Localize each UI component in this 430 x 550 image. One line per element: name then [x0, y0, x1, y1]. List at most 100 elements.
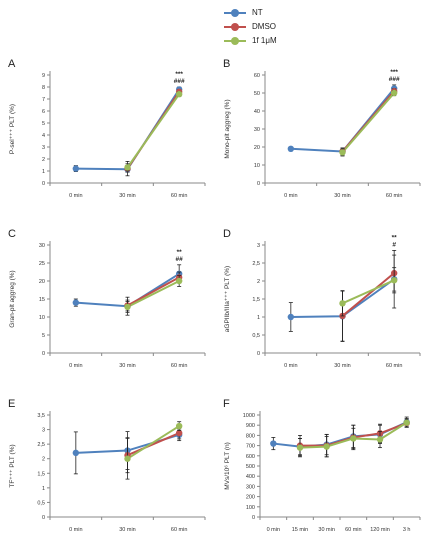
y-tick-label: 2,5	[37, 442, 45, 448]
significance-annotation: #	[392, 241, 396, 248]
series-line	[127, 280, 180, 308]
y-tick-label: 30	[254, 127, 260, 133]
panel-label: F	[223, 398, 230, 410]
x-tick-label: 0 min	[284, 363, 297, 369]
data-point	[175, 277, 183, 285]
y-axis-title: TF⁺⁺⁺ PLT (%)	[9, 444, 16, 487]
series-line	[126, 93, 180, 168]
data-point	[339, 300, 346, 307]
x-tick-label: 60 min	[171, 193, 188, 199]
series-line	[126, 425, 180, 460]
legend-label: DMSO	[252, 22, 276, 31]
chart-panel-a: A 0 1 2 3 4 5 6 7 8 9 0 min 30 min 60 min P-sel⁺⁺⁺ PLT…	[8, 58, 206, 199]
y-tick-label: 800	[246, 433, 255, 439]
significance-annotation: ###	[389, 76, 400, 83]
y-tick-label: 5	[42, 333, 45, 339]
y-tick-label: 8	[42, 85, 45, 91]
series-line	[341, 92, 395, 154]
data-point	[403, 419, 410, 426]
chart-panel-e: E 0 0,5 1 1,5 2 2,5 3 3,5 0 min 30 min 60 min TF⁺⁺⁺ …	[8, 398, 206, 533]
data-point	[175, 422, 183, 430]
chart-legend: NT DMSO 1f 1μM	[224, 6, 314, 48]
y-tick-label: 0	[257, 351, 260, 357]
y-tick-label: 30	[39, 243, 45, 249]
x-tick-label: 15 min	[292, 527, 309, 533]
y-tick-label: 200	[246, 495, 255, 501]
y-tick-label: 0	[42, 181, 45, 187]
data-point	[287, 313, 295, 321]
y-tick-label: 100	[246, 505, 255, 511]
significance-annotation: ##	[176, 256, 184, 263]
y-tick-label: 4	[42, 133, 45, 139]
y-axis-title: aGPIIb/IIIa⁺⁺⁺ PLT (%)	[224, 266, 231, 332]
y-tick-label: 0	[257, 181, 260, 187]
y-tick-label: 400	[246, 474, 255, 480]
legend-swatch-dot	[231, 37, 239, 45]
y-tick-label: 1	[42, 486, 45, 492]
legend-item-nt: NT	[224, 6, 314, 20]
y-tick-label: 3	[42, 428, 45, 434]
y-tick-label: 0	[252, 515, 255, 521]
legend-swatch-dot	[231, 23, 239, 31]
x-tick-label: 60 min	[171, 363, 188, 369]
x-tick-label: 60 min	[386, 193, 403, 199]
series-line	[341, 272, 395, 317]
y-tick-label: 2	[42, 457, 45, 463]
y-tick-label: 15	[39, 297, 45, 303]
y-tick-label: 700	[246, 444, 255, 450]
chart-panel-c: C 0 5 10 15 20 25 30 0 min 30 min 60 min Gran-plt a…	[8, 228, 206, 369]
y-tick-label: 2	[42, 157, 45, 163]
y-tick-label: 5	[42, 121, 45, 127]
x-tick-label: 30 min	[119, 363, 136, 369]
y-tick-label: 1,5	[37, 471, 45, 477]
x-tick-label: 60 min	[171, 527, 188, 533]
x-tick-label: 0 min	[69, 193, 82, 199]
y-tick-label: 0,5	[37, 500, 45, 506]
data-point	[124, 303, 131, 311]
series-line	[127, 432, 180, 457]
panel-label: A	[8, 58, 16, 70]
y-tick-label: 3,5	[37, 413, 45, 419]
series-line	[127, 276, 180, 307]
data-point	[72, 299, 80, 306]
data-point	[72, 449, 80, 457]
legend-item-dmso: DMSO	[224, 20, 314, 34]
y-tick-label: 25	[39, 261, 45, 267]
data-point	[339, 149, 346, 156]
y-tick-label: 3	[257, 243, 260, 249]
y-tick-label: 0	[42, 351, 45, 357]
data-point	[175, 91, 183, 98]
y-tick-label: 1,5	[252, 297, 260, 303]
data-point	[390, 89, 398, 97]
y-tick-label: 2,5	[252, 261, 260, 267]
significance-annotation: **	[392, 234, 398, 241]
significance-annotation: ###	[174, 78, 185, 85]
series-line	[342, 279, 395, 305]
y-tick-label: 300	[246, 484, 255, 490]
y-tick-label: 10	[39, 315, 45, 321]
y-tick-label: 0,5	[252, 333, 260, 339]
x-tick-label: 30 min	[119, 193, 136, 199]
panel-label: B	[223, 58, 230, 70]
y-axis-title: P-sel⁺⁺⁺ PLT (%)	[9, 104, 16, 154]
y-tick-label: 50	[254, 91, 260, 97]
y-axis-title: MVs/10⁶ PLT (n)	[224, 442, 231, 490]
panel-label: E	[8, 398, 15, 410]
x-tick-label: 120 min	[370, 527, 390, 533]
y-tick-label: 60	[254, 73, 260, 79]
y-tick-label: 3	[42, 145, 45, 151]
data-point	[376, 436, 384, 443]
data-point	[323, 443, 330, 450]
significance-annotation: ***	[175, 71, 183, 78]
y-tick-label: 6	[42, 109, 45, 115]
chart-panel-d: D00,511,522,530 min 30 min 60 minaGPIIb/II…	[223, 228, 421, 369]
data-point	[390, 277, 398, 284]
data-point	[124, 455, 131, 462]
y-tick-label: 0	[42, 515, 45, 521]
significance-annotation: ***	[390, 69, 398, 76]
significance-annotation: **	[177, 249, 183, 256]
x-tick-label: 0 min	[69, 527, 82, 533]
y-tick-label: 1000	[243, 413, 255, 419]
data-point	[124, 164, 131, 171]
y-axis-title: Gran-plt aggreg (%)	[9, 270, 16, 327]
